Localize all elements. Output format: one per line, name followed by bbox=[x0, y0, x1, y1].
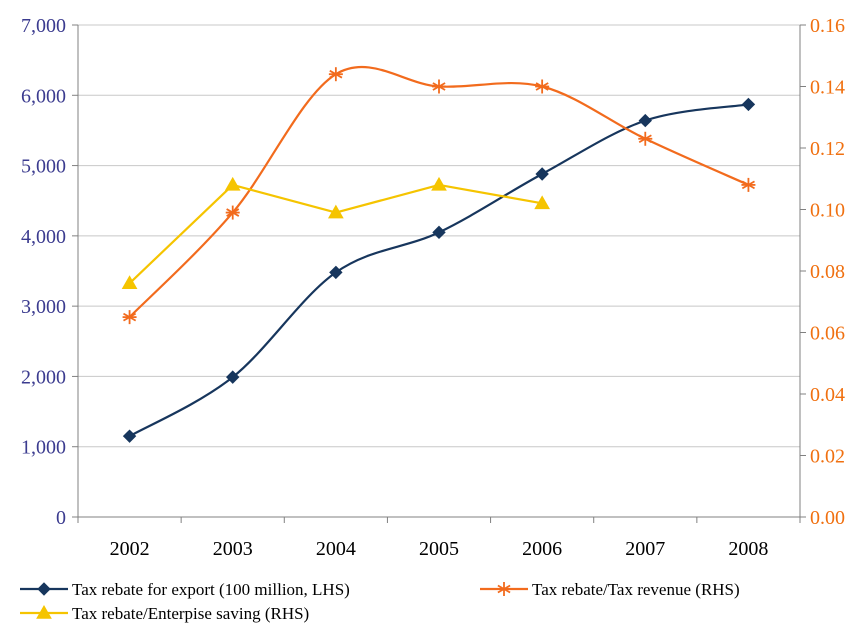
left-axis-tick-label: 5,000 bbox=[21, 156, 66, 178]
left-axis-tick-label: 6,000 bbox=[21, 85, 66, 107]
series-line-rebate-tax-revenue bbox=[128, 65, 749, 318]
left-axis-tick-label: 7,000 bbox=[21, 15, 66, 37]
data-point-rebate-enterprise-saving bbox=[327, 204, 344, 219]
legend-item-tax-rebate-export: Tax rebate for export (100 million, LHS) bbox=[20, 580, 350, 599]
left-axis-tick-label: 3,000 bbox=[21, 296, 66, 318]
data-point-rebate-tax-revenue bbox=[638, 131, 653, 146]
x-axis-tick-label: 2006 bbox=[522, 538, 562, 560]
right-axis-tick-label: 0.12 bbox=[810, 138, 845, 160]
right-axis-tick-label: 0.02 bbox=[810, 446, 845, 468]
x-axis-tick-label: 2008 bbox=[728, 538, 768, 560]
left-axis-tick-label: 1,000 bbox=[21, 437, 66, 459]
right-axis-tick-label: 0.14 bbox=[810, 77, 845, 99]
legend-marker bbox=[497, 582, 511, 596]
right-axis-tick-label: 0.16 bbox=[810, 15, 845, 37]
legend-marker bbox=[36, 604, 52, 619]
data-point-tax-rebate-export bbox=[122, 429, 137, 443]
data-point-rebate-tax-revenue bbox=[432, 79, 446, 94]
data-point-rebate-tax-revenue bbox=[535, 79, 550, 94]
right-axis-tick-label: 0.06 bbox=[810, 323, 845, 345]
x-axis-tick-label: 2003 bbox=[213, 538, 253, 560]
right-axis-tick-label: 0.10 bbox=[810, 200, 845, 222]
legend-label: Tax rebate/Tax revenue (RHS) bbox=[532, 580, 740, 599]
data-point-rebate-tax-revenue bbox=[328, 67, 343, 82]
legend-item-rebate-enterprise-saving: Tax rebate/Enterpise saving (RHS) bbox=[20, 604, 309, 623]
data-point-tax-rebate-export bbox=[226, 370, 240, 384]
gridlines bbox=[78, 24, 800, 448]
data-point-rebate-tax-revenue bbox=[225, 205, 240, 220]
legend-label: Tax rebate/Enterpise saving (RHS) bbox=[72, 604, 309, 623]
data-point-rebate-enterprise-saving bbox=[431, 176, 447, 191]
x-axis-tick-label: 2002 bbox=[110, 538, 150, 560]
left-axis-tick-label: 0 bbox=[56, 507, 66, 529]
data-point-tax-rebate-export bbox=[329, 265, 343, 280]
x-axis-tick-label: 2005 bbox=[419, 538, 459, 560]
right-axis-tick-label: 0.08 bbox=[810, 261, 845, 283]
x-axis-tick-label: 2004 bbox=[316, 538, 356, 560]
data-point-rebate-tax-revenue bbox=[741, 177, 756, 192]
data-point-tax-rebate-export bbox=[638, 113, 652, 128]
right-axis-tick-label: 0.00 bbox=[810, 507, 845, 529]
left-axis-tick-label: 2,000 bbox=[21, 366, 66, 388]
data-point-tax-rebate-export bbox=[535, 167, 549, 181]
legend-marker bbox=[37, 582, 51, 596]
data-point-rebate-enterprise-saving bbox=[121, 275, 138, 290]
series-markers bbox=[121, 67, 756, 443]
left-axis-tick-label: 4,000 bbox=[21, 226, 66, 248]
legend: Tax rebate for export (100 million, LHS)… bbox=[20, 580, 740, 623]
right-axis-tick-label: 0.04 bbox=[810, 384, 845, 406]
legend-label: Tax rebate for export (100 million, LHS) bbox=[72, 580, 350, 599]
legend-item-rebate-tax-revenue: Tax rebate/Tax revenue (RHS) bbox=[480, 580, 740, 599]
data-point-tax-rebate-export bbox=[432, 225, 446, 240]
tick-labels: 0 1,000 2,000 3,000 4,000 5,000 6,000 7,000 0.00… bbox=[21, 15, 845, 560]
x-axis-tick-label: 2007 bbox=[625, 538, 665, 560]
series-lines bbox=[128, 65, 749, 438]
data-point-rebate-enterprise-saving bbox=[224, 176, 241, 191]
data-point-rebate-tax-revenue bbox=[122, 310, 137, 325]
data-point-tax-rebate-export bbox=[741, 97, 756, 112]
series-line-tax-rebate-export bbox=[129, 103, 749, 438]
axes bbox=[72, 24, 806, 523]
data-point-rebate-enterprise-saving bbox=[534, 195, 551, 210]
